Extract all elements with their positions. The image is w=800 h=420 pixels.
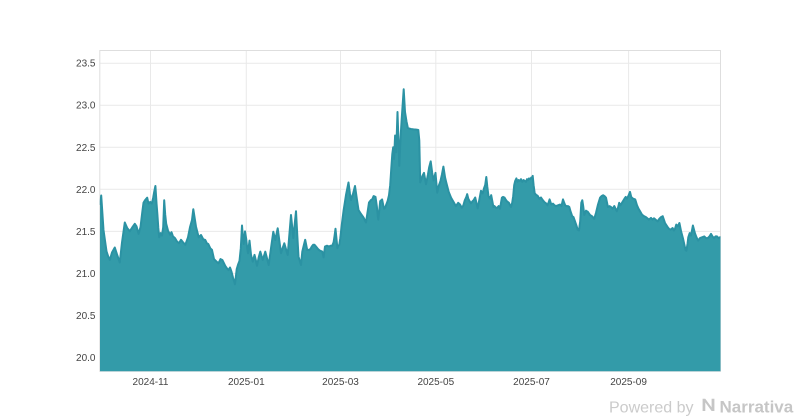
- svg-text:22.0: 22.0: [76, 185, 96, 196]
- svg-text:2024-11: 2024-11: [133, 377, 169, 388]
- svg-text:Powered by: Powered by: [609, 400, 694, 417]
- svg-text:2025-03: 2025-03: [322, 377, 359, 388]
- svg-text:23.5: 23.5: [76, 59, 96, 70]
- svg-text:20.0: 20.0: [76, 353, 96, 364]
- svg-text:Narrativa: Narrativa: [720, 398, 794, 417]
- svg-text:2025-01: 2025-01: [228, 377, 265, 388]
- svg-text:2025-05: 2025-05: [417, 377, 454, 388]
- svg-text:20.5: 20.5: [76, 311, 96, 322]
- svg-text:2025-07: 2025-07: [513, 377, 550, 388]
- svg-text:2025-09: 2025-09: [610, 377, 647, 388]
- svg-text:23.0: 23.0: [76, 101, 96, 112]
- svg-text:22.5: 22.5: [76, 143, 96, 154]
- svg-text:21.5: 21.5: [76, 227, 96, 238]
- svg-text:21.0: 21.0: [76, 269, 96, 280]
